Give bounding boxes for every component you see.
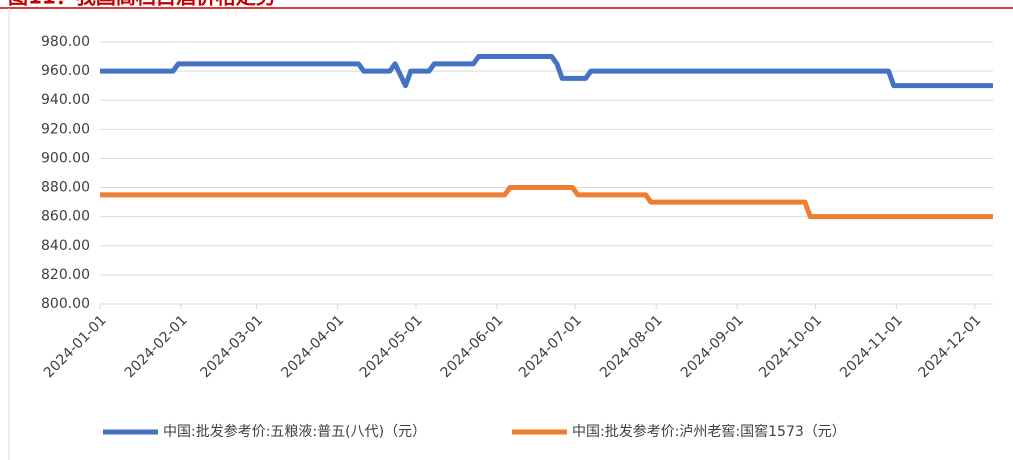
x-tick-label: 2024-04-01 [278, 312, 347, 381]
y-tick-label: 880.00 [41, 180, 90, 196]
y-tick-label: 920.00 [41, 121, 90, 137]
y-tick-label: 900.00 [41, 150, 90, 166]
x-tick-label: 2024-10-01 [756, 312, 825, 381]
y-tick-label: 960.00 [41, 63, 90, 79]
x-tick-label: 2024-08-01 [597, 312, 666, 381]
x-tick-label: 2024-09-01 [678, 312, 747, 381]
x-tick-label: 2024-02-01 [122, 312, 191, 381]
x-tick-label: 2024-06-01 [438, 312, 507, 381]
y-tick-label: 860.00 [41, 209, 90, 225]
x-tick-label: 2024-03-01 [197, 312, 266, 381]
legend-label: 中国:批发参考价:泸州老窖:国窖1573（元） [572, 423, 846, 440]
y-tick-label: 980.00 [41, 34, 90, 50]
x-tick-label: 2024-07-01 [516, 312, 585, 381]
y-tick-label: 940.00 [41, 92, 90, 108]
x-tick-label: 2024-12-01 [916, 312, 985, 381]
chart-title: 图11：我国高档白酒价格走势 [8, 0, 276, 9]
y-tick-label: 800.00 [41, 296, 90, 312]
x-tick-label: 2024-05-01 [357, 312, 426, 381]
x-tick-label: 2024-11-01 [837, 312, 906, 381]
y-tick-label: 840.00 [41, 238, 90, 254]
x-tick-label: 2024-01-01 [41, 312, 110, 381]
legend-label: 中国:批发参考价:五粮液:普五(八代)（元） [163, 423, 426, 440]
series-line [100, 185, 993, 220]
y-tick-label: 820.00 [41, 267, 90, 283]
series-line [100, 54, 993, 89]
